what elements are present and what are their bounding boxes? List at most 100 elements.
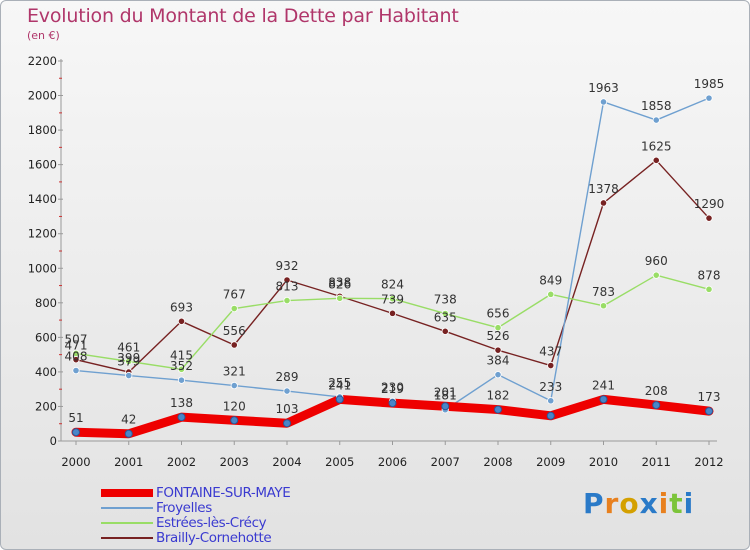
legend-label: Froyelles: [156, 500, 212, 516]
data-label: 51: [68, 411, 83, 425]
data-label: 230: [381, 380, 404, 394]
data-label: 693: [170, 300, 193, 314]
y-tick-label: 1000: [28, 261, 57, 275]
data-label: 379: [117, 355, 140, 369]
data-point: [283, 296, 291, 305]
logo-letter: t: [669, 487, 684, 520]
data-point: [125, 357, 133, 365]
data-label: 241: [328, 378, 351, 392]
y-tick-label: 800: [35, 296, 57, 310]
data-point: [599, 199, 608, 207]
legend-item: Estrées-lès-Crécy: [101, 515, 401, 531]
legend-swatch: [101, 522, 153, 524]
data-label: 783: [592, 285, 615, 299]
data-point: [705, 285, 713, 293]
data-point: [547, 361, 555, 370]
y-tick-label: 2000: [28, 89, 57, 103]
data-point: [652, 401, 661, 410]
data-label: 932: [276, 259, 299, 273]
data-label: 182: [487, 389, 510, 403]
data-label: 849: [539, 273, 562, 287]
data-label: 255: [328, 376, 351, 390]
y-tick-label: 1200: [28, 227, 57, 241]
y-tick-label: 1400: [28, 192, 57, 206]
data-label: 824: [381, 278, 404, 292]
y-tick-label: 600: [35, 330, 57, 344]
data-point: [125, 371, 133, 380]
data-point: [599, 98, 608, 106]
data-label: 352: [170, 359, 193, 373]
data-label: 233: [539, 380, 562, 394]
data-point: [441, 309, 449, 318]
data-point: [230, 304, 238, 313]
data-point: [547, 290, 555, 298]
data-point: [494, 405, 502, 414]
data-point: [546, 411, 555, 420]
y-tick-label: 0: [50, 434, 57, 448]
data-label: 1625: [641, 139, 672, 153]
data-point: [177, 376, 186, 384]
y-tick-label: 400: [35, 365, 57, 379]
x-tick-label: 2004: [272, 455, 301, 469]
data-label: 1963: [588, 81, 619, 95]
legend-label: FONTAINE-SUR-MAYE: [156, 485, 291, 501]
y-tick-label: 2200: [28, 54, 57, 68]
data-point: [177, 317, 186, 325]
data-label: 471: [65, 339, 88, 353]
legend-swatch: [101, 537, 153, 539]
data-label: 415: [170, 348, 193, 362]
data-label: 384: [487, 354, 510, 368]
data-label: 399: [117, 351, 140, 365]
data-label: 201: [434, 385, 457, 399]
data-point: [494, 324, 502, 332]
series-points: [72, 94, 713, 438]
logo-letter: i: [658, 487, 670, 520]
data-point: [705, 407, 713, 416]
legend-item: FONTAINE-SUR-MAYE: [101, 485, 401, 501]
data-point: [283, 387, 291, 395]
data-label: 408: [65, 350, 88, 364]
x-tick-label: 2001: [114, 455, 143, 469]
x-tick-label: 2003: [220, 455, 249, 469]
data-label: 461: [117, 340, 140, 354]
x-tick-label: 2007: [431, 455, 460, 469]
legend-label: Estrées-lès-Crécy: [156, 515, 267, 531]
data-point: [599, 395, 608, 404]
legend: FONTAINE-SUR-MAYE Froyelles Estrées-lès-Cr…: [101, 485, 401, 546]
data-label: 289: [276, 370, 299, 384]
data-label: 208: [645, 384, 668, 398]
data-point: [177, 365, 186, 373]
data-label: 656: [487, 307, 510, 321]
logo-letter: i: [683, 487, 695, 520]
data-label: 1985: [694, 77, 725, 91]
data-point: [335, 395, 344, 404]
data-point: [441, 327, 449, 335]
data-point: [441, 402, 450, 411]
data-point: [336, 294, 344, 302]
data-point: [124, 429, 133, 438]
data-label: 42: [121, 413, 136, 427]
data-label: 1290: [694, 197, 725, 211]
data-label: 826: [328, 277, 351, 291]
data-point: [705, 94, 713, 102]
chart-title: Evolution du Montant de la Dette par Hab…: [27, 5, 459, 27]
x-tick-label: 2012: [694, 455, 723, 469]
data-label: 103: [276, 402, 299, 416]
data-label: 1858: [641, 99, 672, 113]
data-point: [230, 381, 238, 390]
data-point: [652, 156, 660, 164]
legend-item: Froyelles: [101, 500, 401, 516]
legend-swatch: [101, 489, 153, 497]
legend-item: Brailly-Cornehotte: [101, 530, 401, 546]
legend-label: Brailly-Cornehotte: [156, 530, 272, 546]
data-label: 173: [698, 390, 721, 404]
y-tick-label: 200: [35, 399, 57, 413]
data-label: 219: [381, 382, 404, 396]
data-point: [72, 349, 80, 358]
data-point: [388, 309, 397, 317]
data-point: [599, 302, 608, 310]
logo-letter: P: [583, 487, 605, 520]
data-label: 738: [434, 293, 457, 307]
y-tick-label: 1600: [28, 158, 57, 172]
